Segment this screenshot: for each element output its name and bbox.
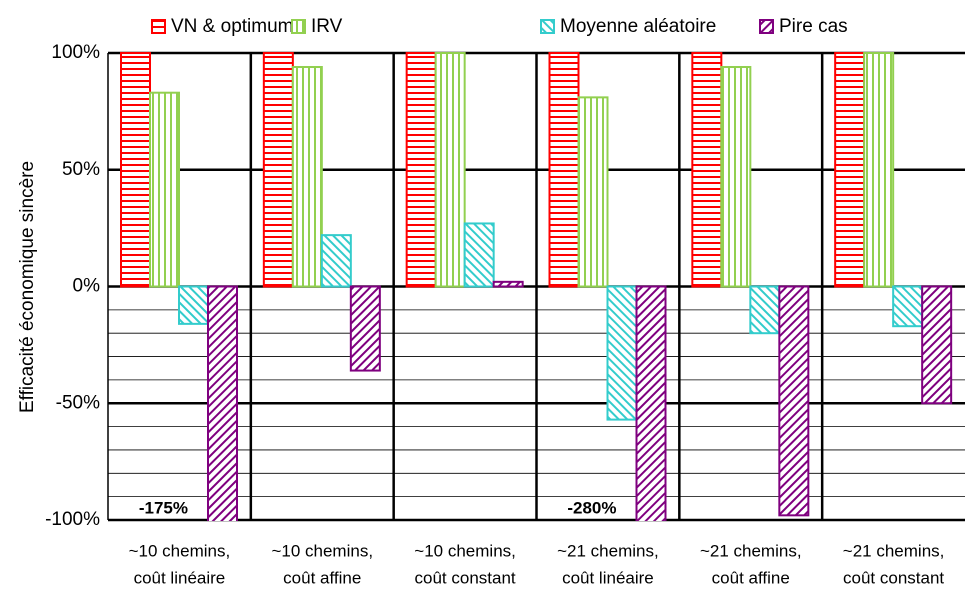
bar <box>262 52 294 288</box>
x-tick-label: ~21 chemins, <box>843 541 945 560</box>
bar <box>606 285 638 421</box>
bar <box>434 52 466 288</box>
legend-swatch <box>540 19 555 34</box>
bar <box>207 285 238 521</box>
x-tick-label: ~21 chemins, <box>557 541 659 560</box>
x-tick-label: coût constant <box>415 568 516 587</box>
y-tick-label: 100% <box>51 42 100 63</box>
x-tick-label: coût linéaire <box>562 568 654 587</box>
x-tick-label: coût linéaire <box>134 568 226 587</box>
value-label: -280% <box>567 498 616 517</box>
bar <box>834 52 866 288</box>
legend-label: Pire cas <box>779 16 848 37</box>
bar <box>320 234 352 288</box>
x-tick-label: ~10 chemins, <box>271 541 373 560</box>
value-label: -175% <box>139 498 188 517</box>
x-tick-label: ~10 chemins, <box>414 541 516 560</box>
bar <box>291 66 323 288</box>
legend-label: IRV <box>311 16 343 37</box>
legend-swatch <box>291 19 306 34</box>
x-tick-label: coût affine <box>283 568 361 587</box>
bar <box>691 52 723 288</box>
legend-label: VN & optimum <box>171 16 293 37</box>
bar <box>349 285 381 372</box>
bar <box>635 285 667 521</box>
bar <box>405 52 437 288</box>
bar <box>492 280 524 288</box>
legend-swatch <box>759 19 774 34</box>
bar <box>149 91 180 288</box>
bar <box>120 52 151 288</box>
bar <box>178 285 209 325</box>
bar <box>863 52 895 288</box>
y-tick-label: -100% <box>45 509 100 530</box>
bar <box>577 96 609 288</box>
x-tick-label: coût affine <box>712 568 790 587</box>
y-tick-label: 0% <box>73 276 101 297</box>
x-tick-label: coût constant <box>843 568 944 587</box>
bar <box>463 222 495 288</box>
legend-label: Moyenne aléatoire <box>560 16 716 37</box>
bar <box>778 285 810 517</box>
x-tick-label: ~21 chemins, <box>700 541 802 560</box>
bar <box>892 285 924 328</box>
bar <box>548 52 580 288</box>
bar <box>921 285 953 405</box>
bar <box>720 66 752 288</box>
legend-swatch <box>151 19 166 34</box>
bar <box>749 285 781 335</box>
y-axis-label: Efficacité économique sincère <box>17 161 38 413</box>
y-tick-label: 50% <box>62 159 100 180</box>
y-tick-label: -50% <box>56 392 100 413</box>
plot-area <box>120 52 953 521</box>
x-tick-label: ~10 chemins, <box>129 541 231 560</box>
